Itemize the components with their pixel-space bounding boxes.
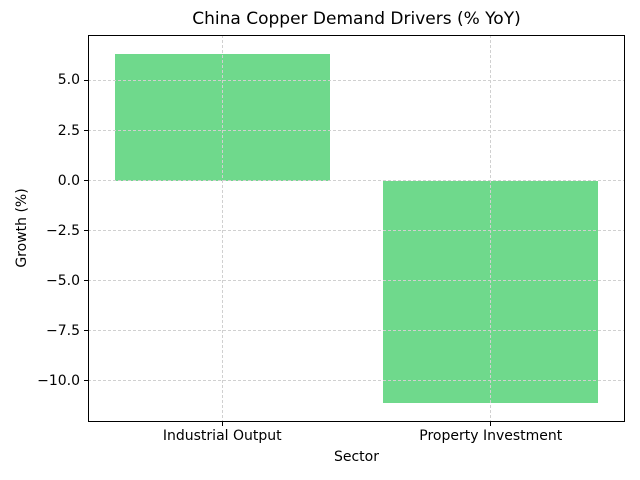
chart-title: China Copper Demand Drivers (% YoY) [192, 9, 521, 29]
x-tick-mark [490, 422, 492, 426]
y-tick-label: 5.0 [57, 72, 80, 89]
plot-area [88, 35, 625, 422]
x-tick-mark [221, 422, 223, 426]
y-axis-label: Growth (%) [14, 188, 30, 268]
x-axis-label: Sector [333, 449, 379, 465]
y-tick-label: −2.5 [46, 222, 80, 239]
x-tick-label: Industrial Output [162, 428, 282, 444]
y-tick-label: −10.0 [37, 372, 80, 389]
y-tick-label: −7.5 [46, 322, 80, 339]
y-tick-label: 0.0 [57, 172, 80, 189]
y-tick-label: −5.0 [46, 272, 80, 289]
y-tick-label: 2.5 [57, 122, 80, 139]
x-tick-label: Property Investment [419, 428, 563, 444]
